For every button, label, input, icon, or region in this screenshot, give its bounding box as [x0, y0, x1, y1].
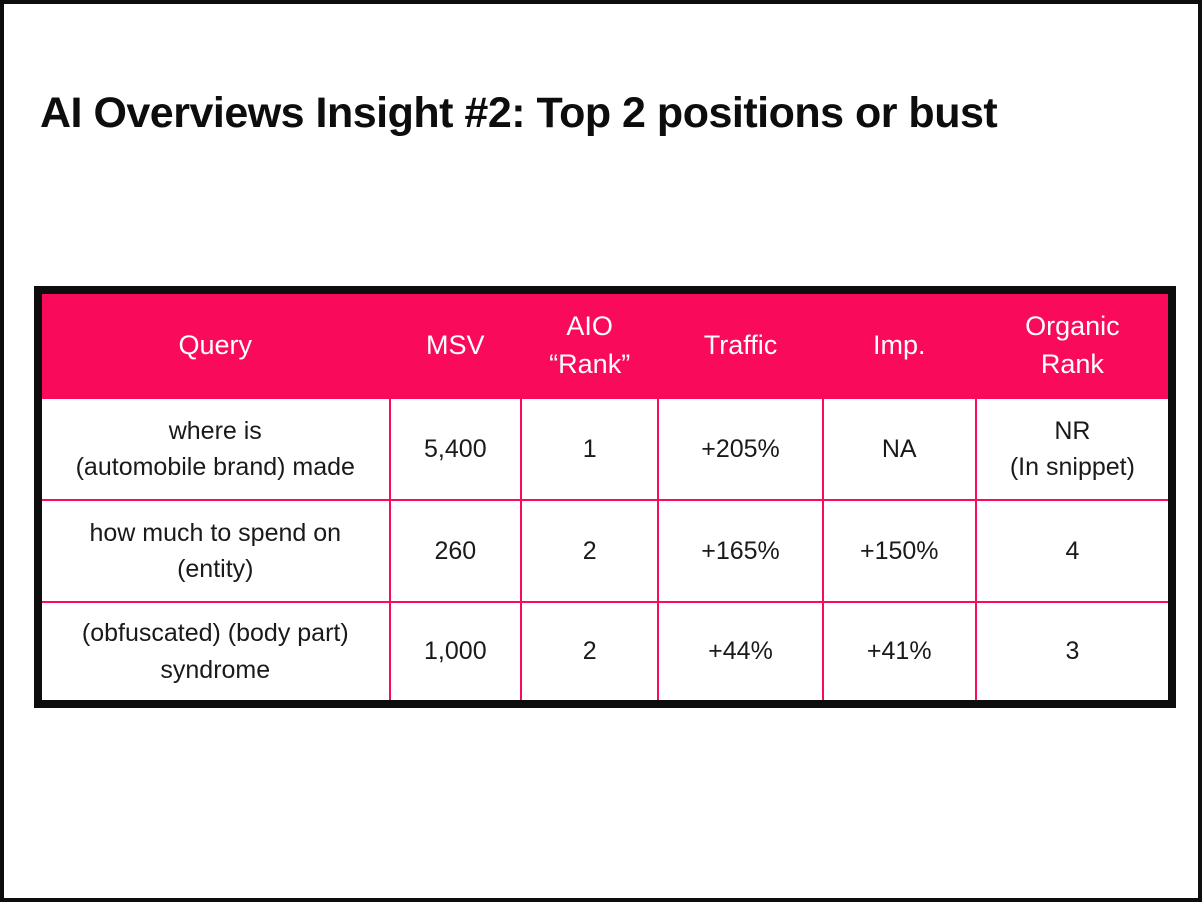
cell-imp: +41%	[821, 601, 977, 705]
cell-organic-rank: NR (In snippet)	[974, 397, 1174, 501]
cell-aio-rank: 2	[520, 499, 660, 603]
cell-query: how much to spend on (entity)	[37, 499, 391, 603]
header-row: Query MSV AIO “Rank” Traffic Imp. Organi…	[37, 289, 1174, 399]
cell-query: (obfuscated) (body part) syndrome	[37, 601, 391, 705]
table-row: where is (automobile brand) made 5,400 1…	[37, 397, 1174, 501]
insights-table-container: Query MSV AIO “Rank” Traffic Imp. Organi…	[34, 286, 1176, 708]
cell-msv: 5,400	[388, 397, 523, 501]
column-header-imp: Imp.	[821, 289, 977, 399]
cell-aio-rank: 2	[520, 601, 660, 705]
cell-organic-rank: 4	[974, 499, 1174, 603]
cell-aio-rank: 1	[520, 397, 660, 501]
table-row: (obfuscated) (body part) syndrome 1,000 …	[37, 601, 1174, 705]
cell-traffic: +165%	[657, 499, 824, 603]
column-header-organic-rank: Organic Rank	[974, 289, 1174, 399]
insights-table: Query MSV AIO “Rank” Traffic Imp. Organi…	[34, 286, 1176, 708]
cell-imp: NA	[821, 397, 977, 501]
table-row: how much to spend on (entity) 260 2 +165…	[37, 499, 1174, 603]
cell-traffic: +205%	[657, 397, 824, 501]
column-header-msv: MSV	[388, 289, 523, 399]
cell-traffic: +44%	[657, 601, 824, 705]
page-title: AI Overviews Insight #2: Top 2 positions…	[40, 89, 998, 137]
cell-organic-rank: 3	[974, 601, 1174, 705]
column-header-traffic: Traffic	[657, 289, 824, 399]
cell-imp: +150%	[821, 499, 977, 603]
column-header-aio-rank: AIO “Rank”	[520, 289, 660, 399]
column-header-query: Query	[37, 289, 391, 399]
cell-query: where is (automobile brand) made	[37, 397, 391, 501]
cell-msv: 1,000	[388, 601, 523, 705]
cell-msv: 260	[388, 499, 523, 603]
